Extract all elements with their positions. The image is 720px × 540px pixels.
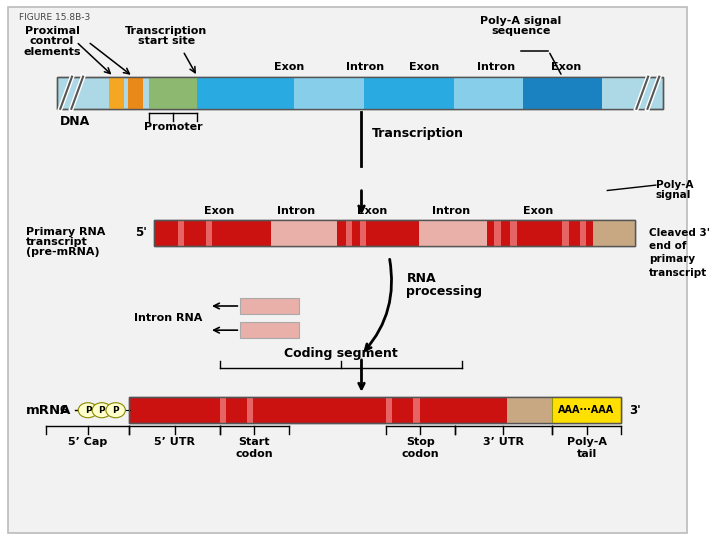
Bar [413, 397, 420, 423]
Text: P: P [99, 406, 105, 415]
Text: Transcription: Transcription [372, 126, 464, 139]
Text: DNA: DNA [60, 115, 91, 129]
Text: codon: codon [402, 449, 439, 459]
Bar [495, 220, 500, 246]
Text: transcript: transcript [649, 268, 707, 278]
Text: P: P [85, 406, 91, 415]
Text: transcript: transcript [26, 237, 87, 247]
Text: Exon: Exon [356, 206, 387, 216]
FancyBboxPatch shape [9, 7, 687, 533]
Text: mRNA: mRNA [26, 404, 71, 417]
Bar [128, 77, 143, 109]
FancyBboxPatch shape [240, 298, 300, 314]
Bar [523, 77, 603, 109]
Bar [154, 220, 635, 246]
Bar [57, 77, 662, 109]
Bar [360, 220, 366, 246]
Bar [149, 77, 197, 109]
Text: P: P [112, 406, 119, 415]
Text: Cleaved 3': Cleaved 3' [649, 227, 710, 238]
Bar [154, 220, 635, 246]
Bar [130, 397, 621, 423]
Text: Exon: Exon [274, 62, 304, 72]
FancyBboxPatch shape [240, 322, 300, 338]
Text: Intron: Intron [433, 206, 471, 216]
Text: codon: codon [235, 449, 273, 459]
Bar [57, 77, 662, 109]
Text: signal: signal [656, 191, 691, 200]
Circle shape [92, 403, 112, 418]
Text: Intron RNA: Intron RNA [134, 313, 202, 323]
Text: Poly-A: Poly-A [656, 180, 693, 190]
Text: Intron: Intron [477, 62, 516, 72]
Bar [197, 77, 294, 109]
Circle shape [78, 403, 98, 418]
Text: Transcription: Transcription [125, 25, 207, 36]
Text: Exon: Exon [523, 206, 553, 216]
Text: sequence: sequence [491, 25, 551, 36]
Text: Poly-A signal: Poly-A signal [480, 16, 562, 26]
Bar [109, 77, 124, 109]
Text: Promoter: Promoter [144, 122, 202, 132]
Text: 5’ UTR: 5’ UTR [154, 437, 195, 447]
Text: 3’ UTR: 3’ UTR [483, 437, 524, 447]
Text: Exon: Exon [204, 206, 235, 216]
Bar [247, 397, 253, 423]
Text: processing: processing [407, 285, 482, 298]
Bar [593, 220, 635, 246]
Text: control: control [30, 36, 74, 46]
Bar [580, 220, 586, 246]
Text: Primary RNA: Primary RNA [26, 227, 105, 237]
Text: Start: Start [238, 437, 270, 447]
Text: end of: end of [649, 241, 686, 251]
Bar [419, 220, 487, 246]
Bar [454, 77, 523, 109]
Text: Poly-A: Poly-A [567, 437, 606, 447]
Text: elements: elements [23, 47, 81, 57]
Text: AAA···AAA: AAA···AAA [559, 405, 615, 415]
Text: Stop: Stop [406, 437, 435, 447]
Bar [346, 220, 352, 246]
Circle shape [106, 403, 125, 418]
Text: primary: primary [649, 254, 695, 265]
Bar [364, 77, 454, 109]
Text: 5': 5' [135, 226, 147, 239]
Bar [507, 397, 552, 423]
Text: Proximal: Proximal [24, 25, 79, 36]
Text: (pre-mRNA): (pre-mRNA) [26, 247, 99, 257]
Text: Intron: Intron [346, 62, 384, 72]
Text: Coding segment: Coding segment [284, 347, 397, 360]
Bar [130, 397, 621, 423]
Bar [220, 397, 226, 423]
Text: tail: tail [577, 449, 597, 459]
Bar [386, 397, 392, 423]
Bar [294, 77, 364, 109]
Bar [510, 220, 517, 246]
Text: 3': 3' [629, 404, 642, 417]
Bar [178, 220, 184, 246]
Text: Exon: Exon [551, 62, 581, 72]
Text: G: G [60, 405, 68, 415]
Text: RNA: RNA [407, 272, 436, 285]
Bar [552, 397, 621, 423]
Text: Intron: Intron [276, 206, 315, 216]
Text: start site: start site [138, 36, 195, 46]
Bar [562, 220, 569, 246]
Bar [271, 220, 337, 246]
Text: FIGURE 15.8B-3: FIGURE 15.8B-3 [19, 13, 90, 22]
Text: Exon: Exon [409, 62, 439, 72]
Text: 5’ Cap: 5’ Cap [68, 437, 107, 447]
Bar [206, 220, 212, 246]
Bar [603, 77, 644, 109]
